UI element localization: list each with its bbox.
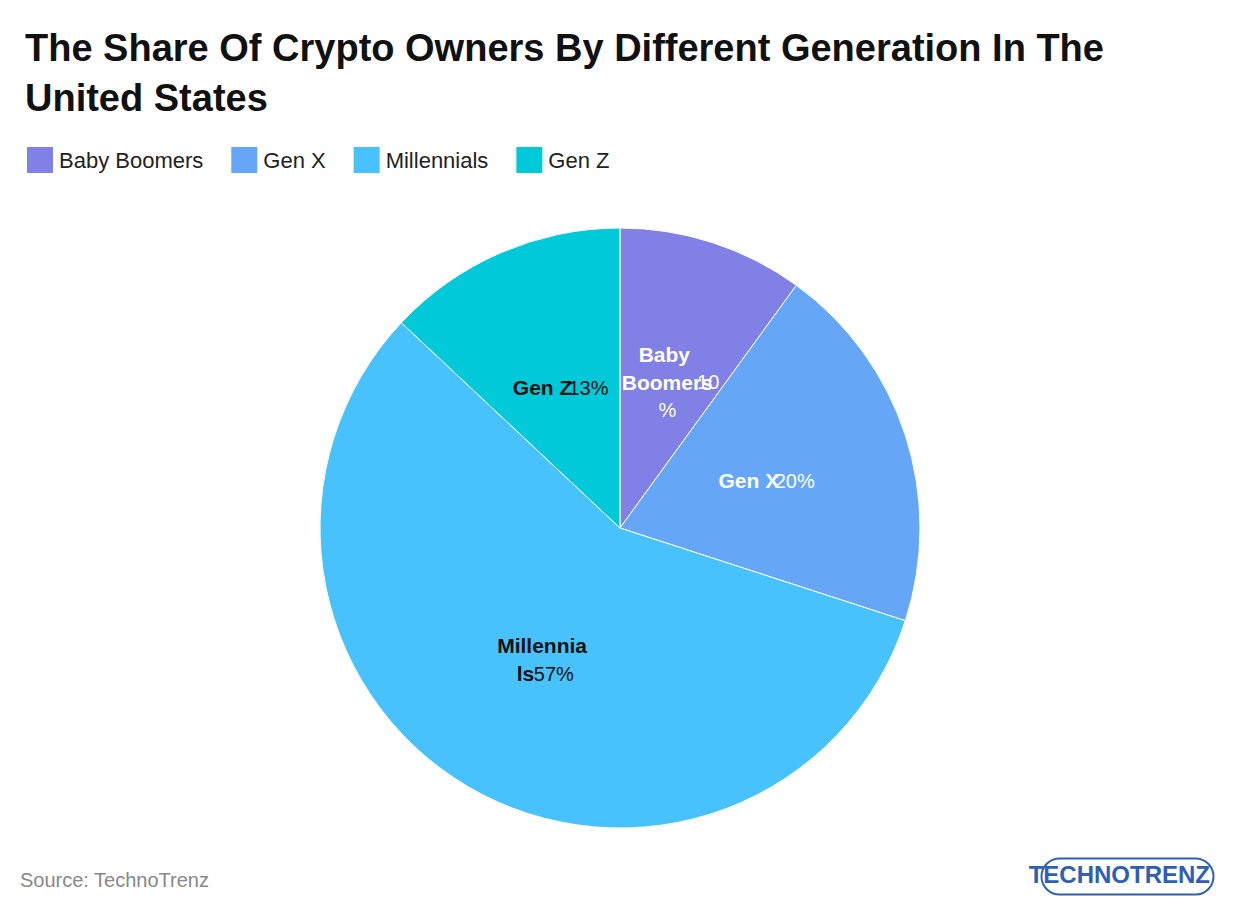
svg-text:TECHNOTRENZ: TECHNOTRENZ [1029,861,1210,888]
svg-text:United States: United States [25,77,268,119]
svg-text:Baby Boomers: Baby Boomers [59,148,203,173]
svg-text:Gen Z: Gen Z [513,376,573,399]
svg-text:20%: 20% [775,470,815,492]
svg-text:57%: 57% [534,663,574,685]
svg-text:%: % [658,399,676,421]
svg-text:10: 10 [697,371,719,393]
svg-text:Boomers: Boomers [621,371,713,394]
svg-text:Source: TechnoTrenz: Source: TechnoTrenz [20,869,209,891]
svg-text:13%: 13% [568,377,608,399]
svg-text:ls: ls [517,662,535,685]
svg-text:Millennials: Millennials [386,148,489,173]
svg-text:Gen X: Gen X [718,469,779,492]
svg-text:Baby: Baby [639,343,696,366]
svg-text:Gen X: Gen X [263,148,326,173]
svg-text:The Share Of Crypto Owners By: The Share Of Crypto Owners By Different … [25,27,1115,69]
svg-text:Millennia: Millennia [497,634,587,657]
svg-text:Gen Z: Gen Z [548,148,609,173]
